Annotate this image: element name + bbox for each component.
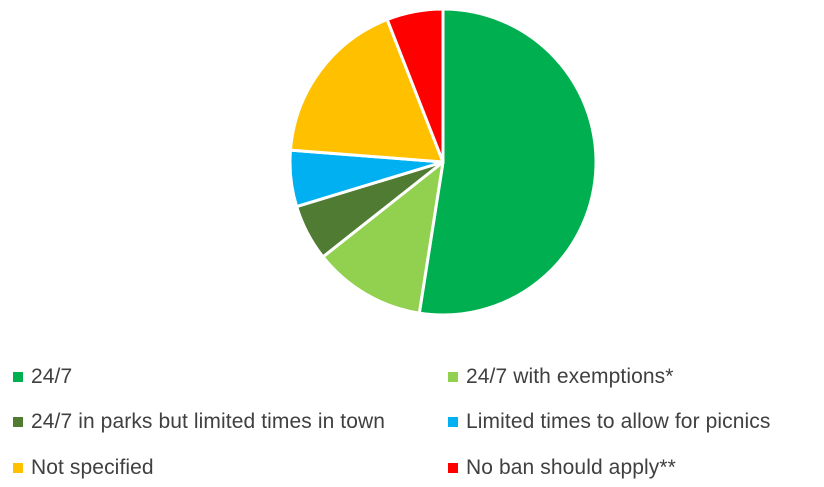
pie-chart [288, 7, 598, 317]
legend-item-no-ban: No ban should apply** [448, 456, 676, 480]
legend-swatch-not-specified [13, 463, 23, 473]
legend-label-24-7: 24/7 [31, 365, 73, 388]
legend-item-24-7-with-exemptions: 24/7 with exemptions* [448, 365, 674, 389]
legend-swatch-no-ban [448, 463, 458, 473]
legend-swatch-24-7 [13, 372, 23, 382]
legend-swatch-limited-times [448, 417, 458, 427]
pie-slice-24-7-with-exemptions [321, 160, 445, 315]
legend-label-limited-times: Limited times to allow for picnics [466, 410, 771, 433]
pie-slice-no-ban [385, 7, 445, 164]
legend-swatch-24-7-parks [13, 417, 23, 427]
legend-item-24-7: 24/7 [13, 365, 72, 389]
legend-item-not-specified: Not specified [13, 456, 154, 480]
legend-label-not-specified: Not specified [31, 456, 154, 479]
pie-slice-not-specified [288, 18, 445, 164]
legend-label-no-ban: No ban should apply** [466, 456, 676, 479]
legend-item-24-7-parks: 24/7 in parks but limited times in town [13, 410, 385, 434]
legend-label-24-7-parks: 24/7 in parks but limited times in town [31, 410, 386, 433]
legend-item-limited-times: Limited times to allow for picnics [448, 410, 771, 434]
legend-label-24-7-with-exemptions: 24/7 with exemptions* [466, 365, 674, 388]
pie-slice-24-7 [417, 7, 598, 317]
legend-swatch-24-7-with-exemptions [448, 372, 458, 382]
